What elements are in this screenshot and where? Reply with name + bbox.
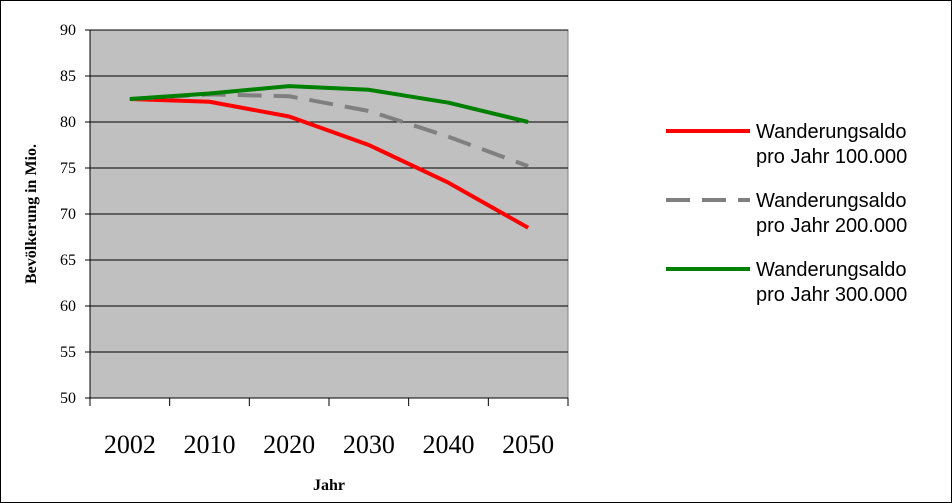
y-tick-label-65: 65 <box>60 252 76 269</box>
x-tick-label-2030: 2030 <box>343 430 395 459</box>
x-tick-label-2020: 2020 <box>263 430 315 459</box>
legend-label-3-1: Wanderungsaldo <box>756 259 906 281</box>
y-tick-label-60: 60 <box>60 298 76 315</box>
y-tick-label-80: 80 <box>60 114 76 131</box>
y-tick-label-50: 50 <box>60 390 76 407</box>
y-axis-title: Bevölkerung in Mio. <box>23 144 40 284</box>
series-line-3 <box>129 84 529 124</box>
x-tick-label-2050: 2050 <box>502 430 554 459</box>
y-tick-label-75: 75 <box>60 160 76 177</box>
series-line-1 <box>129 97 530 230</box>
y-tick-label-85: 85 <box>60 68 76 85</box>
x-axis-title: Jahr <box>313 477 345 494</box>
y-tick-label-55: 55 <box>60 344 76 361</box>
x-tick-label-2002: 2002 <box>104 430 156 459</box>
legend-label-1-1: Wanderungsaldo <box>756 121 906 143</box>
x-tick-label-2040: 2040 <box>423 430 475 459</box>
y-tick-label-70: 70 <box>60 206 76 223</box>
series-line-2 <box>129 92 529 169</box>
legend-label-1-2: pro Jahr 100.000 <box>756 146 907 168</box>
legend-label-2-1: Wanderungsaldo <box>756 190 906 212</box>
y-tick-label-90: 90 <box>60 22 76 39</box>
x-tick-label-2010: 2010 <box>184 430 236 459</box>
legend-label-3-2: pro Jahr 300.000 <box>756 284 907 306</box>
legend-label-2-2: pro Jahr 200.000 <box>756 215 907 237</box>
